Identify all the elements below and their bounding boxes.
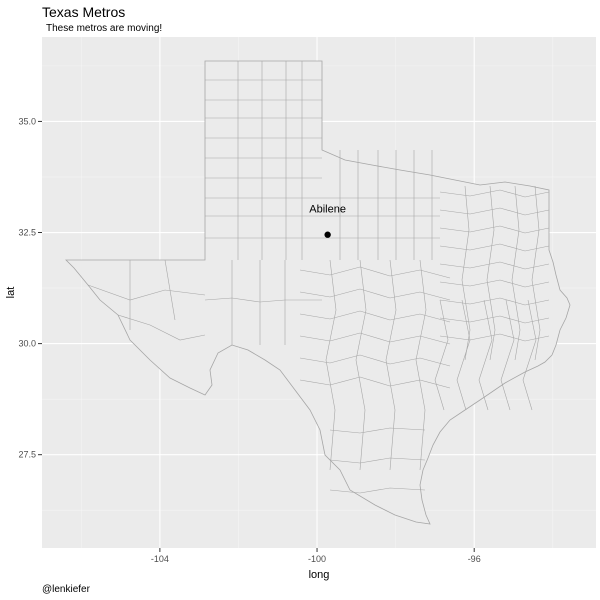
county-boundary	[299, 266, 451, 279]
county-boundary	[299, 288, 451, 301]
y-tick-label: 27.5	[18, 450, 36, 460]
county-boundary	[531, 185, 541, 361]
county-boundary	[439, 261, 550, 270]
chart-subtitle: These metros are moving!	[46, 23, 163, 34]
county-boundary	[500, 299, 515, 411]
x-tick-label: -96	[468, 554, 481, 564]
county-boundary	[439, 315, 550, 324]
county-boundary	[439, 243, 550, 252]
county-boundary	[478, 299, 493, 411]
county-boundary	[299, 376, 451, 389]
county-boundary	[439, 207, 550, 216]
metro-label: Abilene	[309, 204, 346, 216]
county-boundary	[439, 225, 550, 234]
county-boundary	[355, 259, 367, 471]
county-boundary	[204, 297, 322, 303]
texas-county-map	[65, 60, 571, 525]
county-boundary	[299, 354, 451, 367]
county-boundary	[325, 259, 337, 471]
x-tick-label: -100	[308, 554, 326, 564]
metro-point	[324, 231, 331, 238]
county-boundary	[456, 299, 471, 411]
y-tick-label: 32.5	[18, 228, 36, 238]
county-boundary	[117, 314, 206, 341]
y-axis-ticks: 27.5 30.0 32.5 35.0	[18, 116, 42, 460]
x-axis-ticks: -104 -100 -96	[151, 548, 481, 564]
county-boundary	[434, 299, 449, 411]
county-boundary	[522, 299, 537, 411]
county-boundary	[385, 259, 397, 471]
county-boundary	[329, 457, 426, 464]
county-boundary	[439, 333, 550, 342]
county-boundary	[439, 297, 550, 306]
y-tick-label: 35.0	[18, 116, 36, 126]
county-boundary	[299, 332, 451, 345]
county-boundary	[329, 487, 426, 494]
chart-caption: @lenkiefer	[42, 584, 90, 595]
county-boundary	[87, 284, 206, 301]
county-boundary	[439, 189, 550, 198]
y-axis-title: lat	[5, 287, 17, 299]
metro-points: Abilene	[309, 204, 346, 238]
county-boundary	[511, 185, 521, 361]
x-tick-label: -104	[151, 554, 169, 564]
y-tick-label: 30.0	[18, 339, 36, 349]
county-boundaries	[87, 61, 550, 494]
county-boundary	[329, 427, 426, 434]
county-boundary	[164, 259, 176, 321]
x-axis-title: long	[309, 569, 330, 581]
chart-title: Texas Metros	[42, 4, 126, 20]
texas-state-outline	[65, 60, 571, 525]
county-boundary	[486, 185, 496, 361]
county-boundary	[461, 185, 471, 361]
